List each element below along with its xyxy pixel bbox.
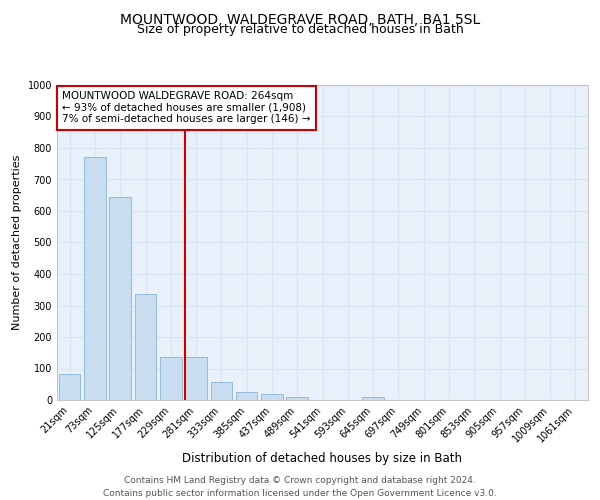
Text: Contains HM Land Registry data © Crown copyright and database right 2024.
Contai: Contains HM Land Registry data © Crown c…: [103, 476, 497, 498]
Text: MOUNTWOOD WALDEGRAVE ROAD: 264sqm
← 93% of detached houses are smaller (1,908)
7: MOUNTWOOD WALDEGRAVE ROAD: 264sqm ← 93% …: [62, 92, 311, 124]
Y-axis label: Number of detached properties: Number of detached properties: [12, 155, 22, 330]
X-axis label: Distribution of detached houses by size in Bath: Distribution of detached houses by size …: [182, 452, 463, 466]
Bar: [135, 294, 156, 400]
Bar: [362, 397, 384, 400]
Bar: [185, 358, 207, 400]
Bar: [160, 358, 182, 400]
Bar: [84, 158, 106, 400]
Bar: [236, 392, 257, 400]
Bar: [109, 198, 131, 400]
Bar: [211, 382, 232, 400]
Bar: [59, 374, 80, 400]
Bar: [286, 398, 308, 400]
Bar: [261, 394, 283, 400]
Text: Size of property relative to detached houses in Bath: Size of property relative to detached ho…: [137, 22, 463, 36]
Text: MOUNTWOOD, WALDEGRAVE ROAD, BATH, BA1 5SL: MOUNTWOOD, WALDEGRAVE ROAD, BATH, BA1 5S…: [120, 12, 480, 26]
